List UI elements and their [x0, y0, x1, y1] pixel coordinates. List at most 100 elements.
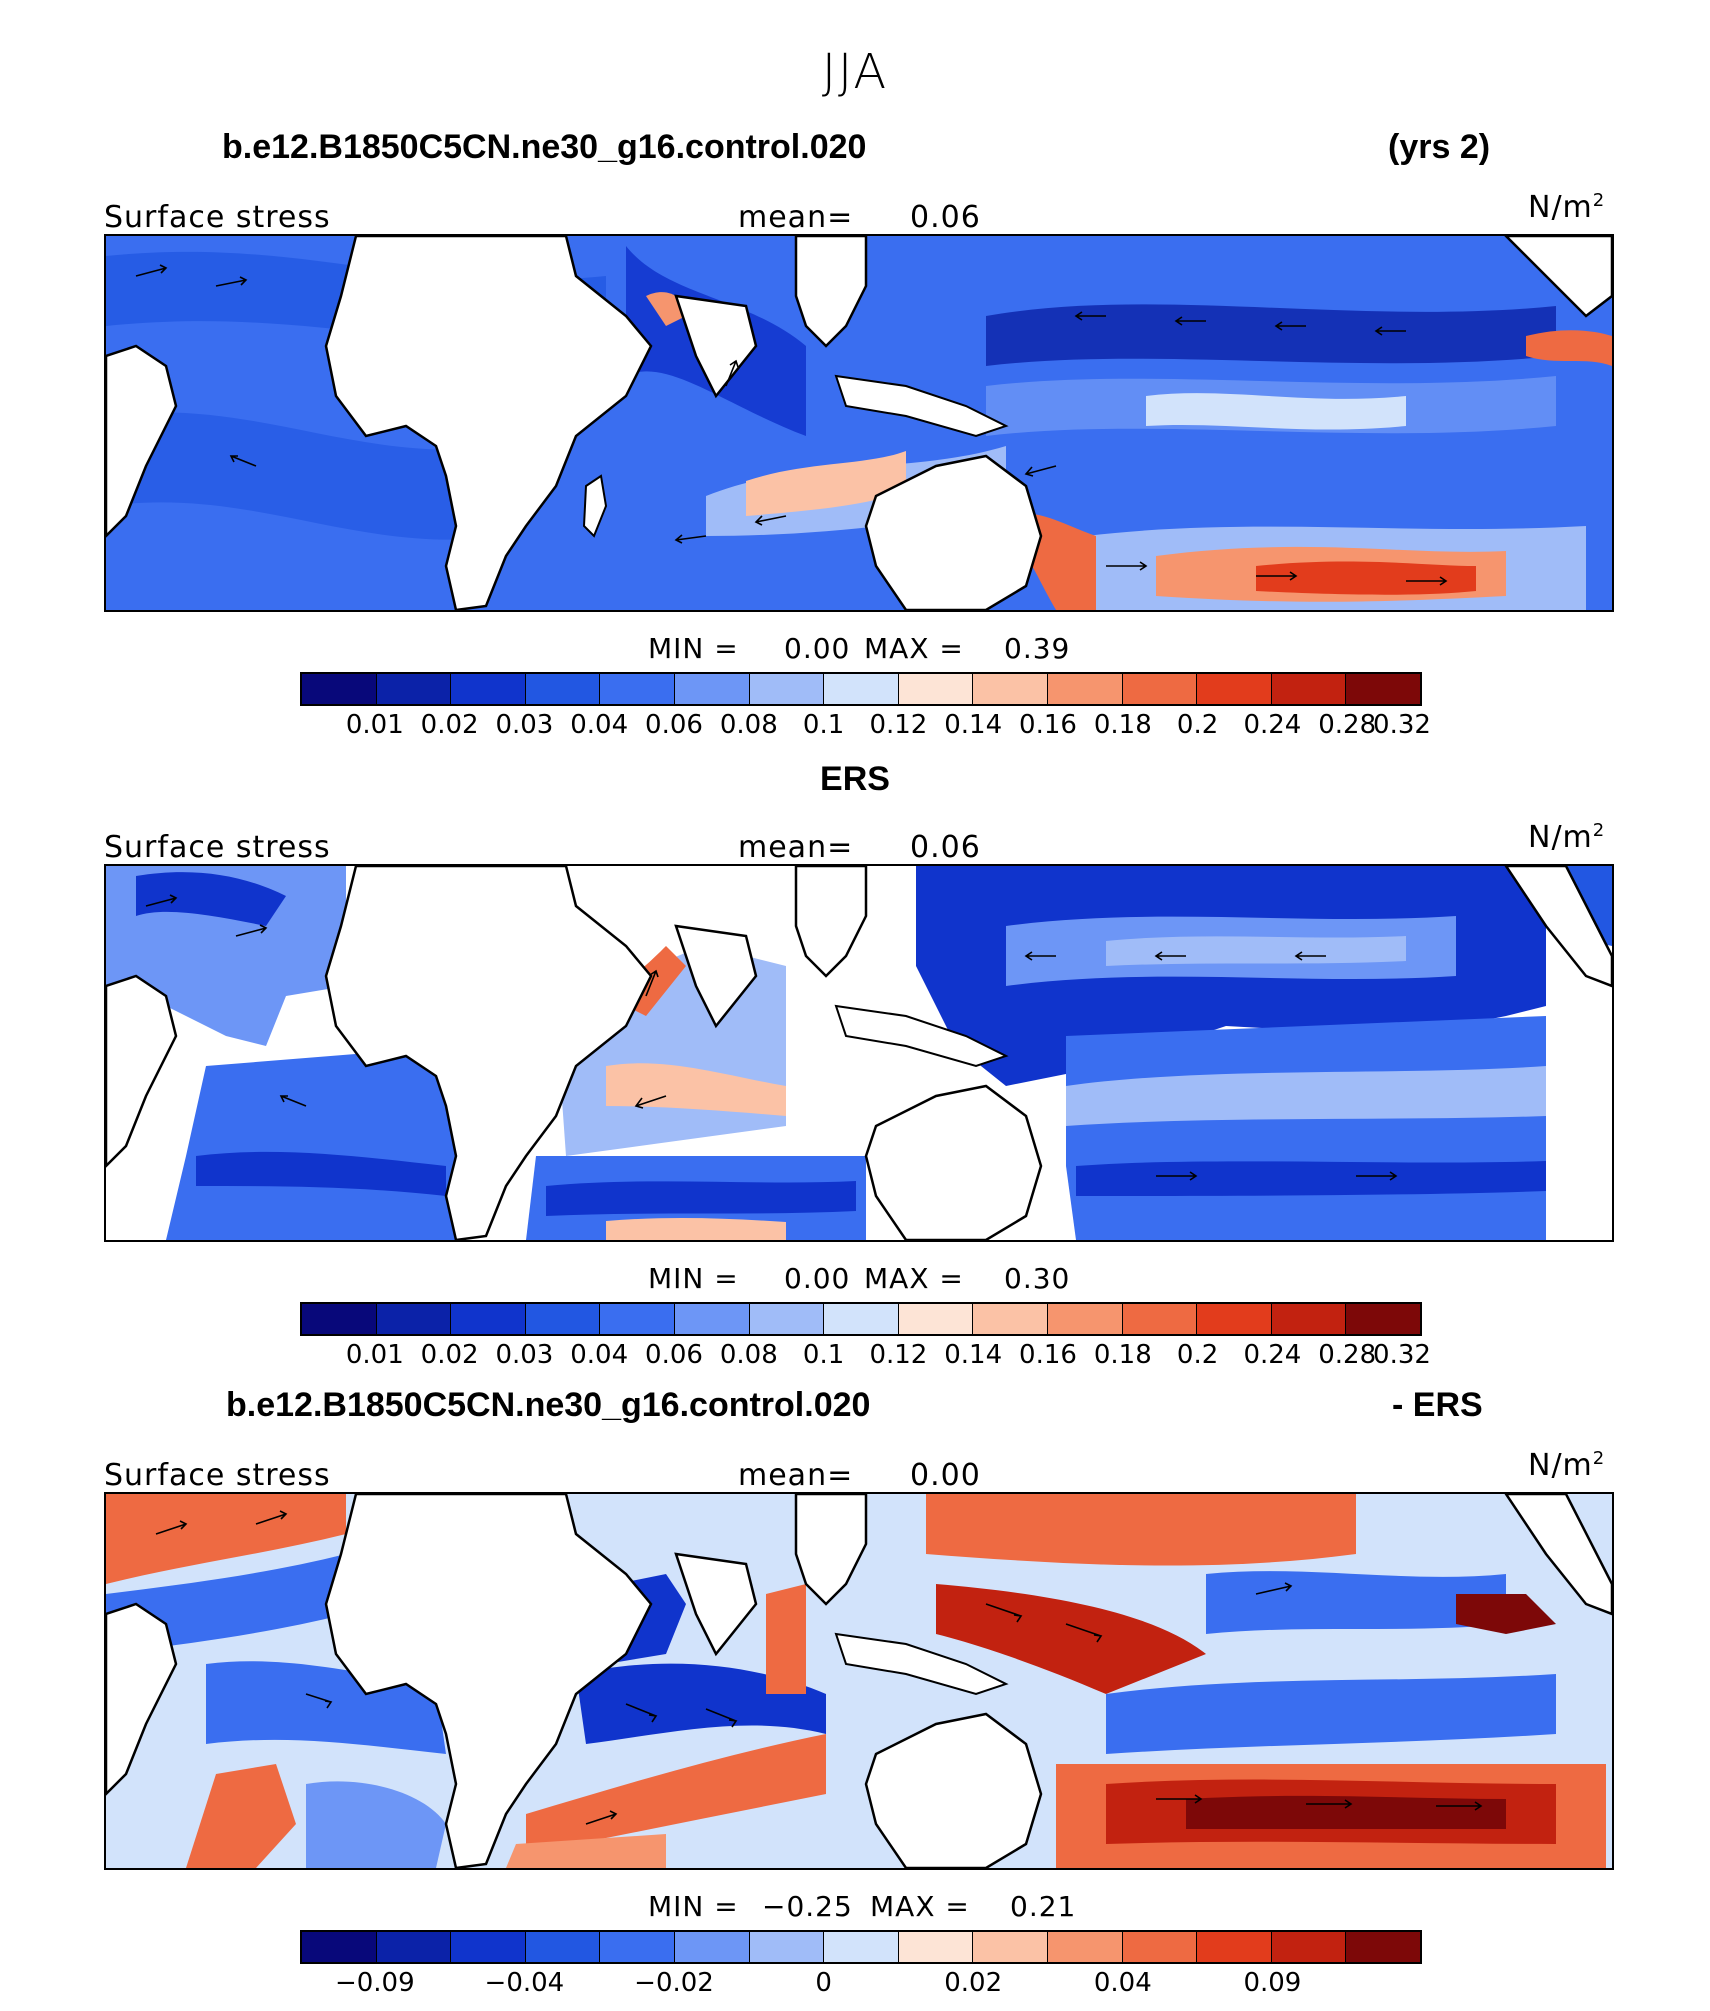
colorbar-tick-label: 0.24: [1243, 710, 1302, 740]
colorbar-swatch: [1271, 1304, 1347, 1334]
colorbar-swatch: [451, 1304, 526, 1334]
panel3-case-title: b.e12.B1850C5CN.ne30_g16.control.020: [226, 1386, 871, 1424]
colorbar-tick-label: 0.2: [1176, 1340, 1219, 1370]
panel1-map: [104, 234, 1614, 612]
panel3-map-svg: [106, 1494, 1612, 1868]
panel2-min-label: MIN =: [648, 1262, 739, 1295]
panel1-colorbar-ticks: 0.01 0.02 0.03 0.04 0.06 0.08 0.1 0.12 0.14 0.16 0…: [300, 710, 1431, 742]
season-title: JJA: [821, 44, 889, 100]
panel2-title: ERS: [820, 760, 890, 798]
colorbar-tick-label: 0.06: [645, 1340, 703, 1370]
wind-vectors: [155, 1510, 1483, 1825]
colorbar-swatch: [1346, 1304, 1420, 1334]
colorbar-swatch: [1122, 674, 1198, 704]
panel3-min-value: −0.25: [762, 1890, 853, 1923]
colorbar-swatch: [973, 674, 1048, 704]
colorbar-swatch: [1271, 674, 1347, 704]
colorbar-swatch: [302, 674, 377, 704]
panel3-max-value: 0.21: [1010, 1890, 1077, 1923]
colorbar-swatch: [1346, 674, 1420, 704]
africa-landmass: [324, 866, 653, 1240]
colorbar-swatch: [376, 1932, 452, 1962]
panel2-map-svg: [106, 866, 1612, 1240]
colorbar-swatch: [451, 1932, 526, 1962]
panel3-min-label: MIN =: [648, 1890, 739, 1923]
colorbar-tick-label: 0.08: [719, 1340, 778, 1370]
colorbar-tick-label: 0.32: [1373, 710, 1431, 740]
colorbar-swatch: [749, 1932, 825, 1962]
panel1-max-value: 0.39: [1004, 632, 1071, 665]
panel3-colorbar-ticks: −0.09 −0.04 −0.02 0 0.02 0.04 0.09: [300, 1968, 1422, 2000]
panel2-colorbar-ticks: 0.01 0.02 0.03 0.04 0.06 0.08 0.1 0.12 0.14 0.16 0…: [300, 1340, 1431, 1372]
panel1-field-label: Surface stress: [104, 200, 331, 235]
colorbar-tick-label: 0.02: [420, 1340, 479, 1370]
colorbar-swatch: [525, 674, 601, 704]
colorbar-tick-label: 0.1: [802, 710, 845, 740]
australia-landmass: [864, 454, 1043, 610]
colorbar-swatch: [749, 674, 825, 704]
panel3-max-label: MAX =: [870, 1890, 970, 1923]
colorbar-swatch: [376, 1304, 452, 1334]
colorbar-tick-label: 0.32: [1373, 1340, 1431, 1370]
colorbar-tick-label: 0.14: [944, 1340, 1003, 1370]
colorbar-swatch: [1122, 1932, 1198, 1962]
colorbar-tick-label: 0.18: [1093, 1340, 1152, 1370]
colorbar-swatch: [898, 1932, 974, 1962]
panel1-colorbar: [300, 672, 1422, 706]
colorbar-swatch: [451, 674, 526, 704]
panel3-colorbar: [300, 1930, 1422, 1964]
colorbar-swatch: [1047, 1932, 1123, 1962]
panel1-min-label: MIN =: [648, 632, 739, 665]
panel2-mean-value: 0.06: [910, 830, 981, 865]
panel3-map: [104, 1492, 1614, 1870]
colorbar-tick-label: 0.04: [570, 710, 629, 740]
colorbar-swatch: [674, 674, 750, 704]
colorbar-swatch: [749, 1304, 825, 1334]
colorbar-swatch: [898, 674, 974, 704]
australia-landmass: [864, 1084, 1043, 1240]
colorbar-swatch: [973, 1932, 1048, 1962]
colorbar-swatch: [898, 1304, 974, 1334]
colorbar-swatch: [824, 1304, 899, 1334]
wind-vectors: [145, 894, 1398, 1181]
colorbar-swatch: [600, 1932, 675, 1962]
colorbar-tick-label: 0.18: [1093, 710, 1152, 740]
colorbar-swatch: [1346, 1932, 1420, 1962]
colorbar-swatch: [376, 674, 452, 704]
panel2-units: N/m2: [1528, 820, 1606, 855]
africa-landmass: [324, 236, 653, 610]
colorbar-swatch: [1197, 674, 1272, 704]
colorbar-tick-label: 0.09: [1243, 1968, 1302, 1998]
colorbar-swatch: [674, 1932, 750, 1962]
colorbar-swatch: [824, 1932, 899, 1962]
panel2-min-value: 0.00: [784, 1262, 851, 1295]
colorbar-tick-label: 0.2: [1176, 710, 1219, 740]
colorbar-swatch: [1047, 1304, 1123, 1334]
colorbar-swatch: [600, 674, 675, 704]
colorbar-tick-label: 0.02: [944, 1968, 1003, 1998]
panel1-mean-value: 0.06: [910, 200, 981, 235]
panel1-case-title: b.e12.B1850C5CN.ne30_g16.control.020: [222, 128, 867, 166]
colorbar-tick-label: 0.04: [570, 1340, 629, 1370]
colorbar-swatch: [302, 1304, 377, 1334]
colorbar-tick-label: 0.28: [1318, 1340, 1377, 1370]
panel3-mean-label: mean=: [738, 1458, 854, 1493]
colorbar-tick-label: 0.1: [802, 1340, 845, 1370]
colorbar-tick-label: −0.09: [334, 1968, 415, 1998]
colorbar-swatch: [1047, 674, 1123, 704]
colorbar-tick-label: 0.04: [1093, 1968, 1152, 1998]
panel1-min-value: 0.00: [784, 632, 851, 665]
colorbar-tick-label: 0.16: [1019, 710, 1077, 740]
colorbar-swatch: [824, 674, 899, 704]
colorbar-swatch: [1197, 1932, 1272, 1962]
colorbar-swatch: [1122, 1304, 1198, 1334]
colorbar-tick-label: 0.06: [645, 710, 703, 740]
colorbar-swatch: [600, 1304, 675, 1334]
panel1-units: N/m2: [1528, 190, 1606, 225]
panel3-diff-label: - ERS: [1392, 1386, 1483, 1424]
panel1-mean-label: mean=: [738, 200, 854, 235]
panel2-colorbar: [300, 1302, 1422, 1336]
colorbar-swatch: [302, 1932, 377, 1962]
panel2-max-label: MAX =: [864, 1262, 964, 1295]
colorbar-tick-label: 0.08: [719, 710, 778, 740]
